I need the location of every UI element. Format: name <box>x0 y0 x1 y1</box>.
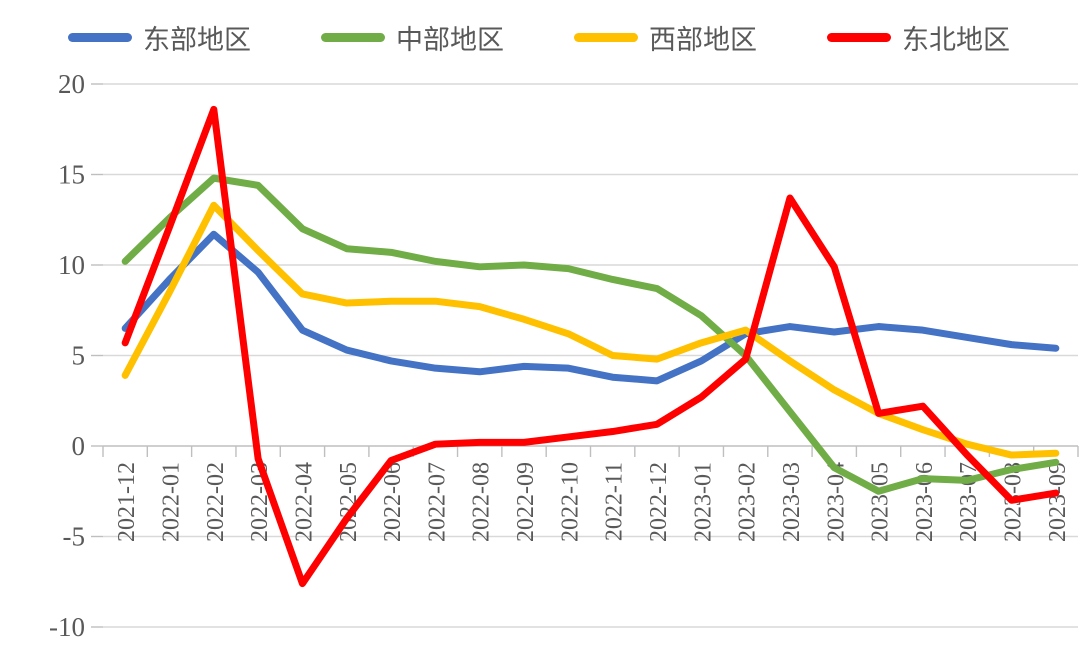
x-axis-tick-label: 2023-01 <box>690 462 716 542</box>
y-axis-tick-label: 10 <box>58 250 85 280</box>
data-line-series-2 <box>121 201 1060 459</box>
legend-item-series-1: 中部地区 <box>321 14 504 60</box>
x-axis-tick-label: 2022-11 <box>602 462 628 541</box>
x-axis-tick-label: 2023-05 <box>868 462 894 542</box>
data-line-series-1 <box>121 174 1060 495</box>
x-axis-tick-label: 2022-01 <box>158 462 184 542</box>
x-axis-tick-label: 2023-02 <box>735 462 761 542</box>
x-axis-tick-label: 2022-08 <box>469 462 495 542</box>
legend-swatch-icon <box>827 32 891 42</box>
legend-swatch-icon <box>68 32 132 42</box>
y-axis-tick-label: 20 <box>58 69 85 99</box>
legend-label: 东部地区 <box>143 24 251 55</box>
x-axis-tick-label: 2022-04 <box>291 462 317 542</box>
x-axis-tick-label: 2022-07 <box>424 462 450 542</box>
data-line-series-0 <box>121 230 1060 385</box>
legend-swatch-icon <box>574 32 638 42</box>
x-axis-tick-label: 2023-09 <box>1045 462 1071 542</box>
y-axis-tick-label: -5 <box>63 522 86 552</box>
x-axis-tick-label: 2022-02 <box>203 462 229 542</box>
x-axis-tick-label: 2022-12 <box>646 462 672 542</box>
x-axis-tick-label: 2023-07 <box>956 462 982 542</box>
legend-swatch-icon <box>321 32 385 42</box>
y-axis-tick-label: 15 <box>58 160 85 190</box>
y-axis-tick-label: 5 <box>72 341 86 371</box>
legend-item-series-2: 西部地区 <box>574 14 757 60</box>
chart-legend: 东部地区 中部地区 西部地区 东北地区 <box>0 14 1080 60</box>
legend-label: 东北地区 <box>902 24 1010 55</box>
x-axis-tick-label: 2022-10 <box>557 462 583 542</box>
x-axis-tick-label: 2023-06 <box>912 462 938 542</box>
legend-item-series-0: 东部地区 <box>68 14 251 60</box>
y-axis-tick-label: -10 <box>49 612 85 642</box>
y-axis-tick-label: 0 <box>72 431 86 461</box>
x-axis-tick-label: 2022-06 <box>380 462 406 542</box>
x-axis-tick-label: 2022-09 <box>513 462 539 542</box>
legend-label: 中部地区 <box>396 24 504 55</box>
data-line-series-3 <box>121 105 1060 588</box>
x-axis-tick-label: 2023-03 <box>779 462 805 542</box>
x-axis-tick-label: 2021-12 <box>114 462 140 542</box>
x-axis-tick-label: 2022-03 <box>247 462 273 542</box>
legend-item-series-3: 东北地区 <box>827 14 1010 60</box>
legend-label: 西部地区 <box>649 24 757 55</box>
